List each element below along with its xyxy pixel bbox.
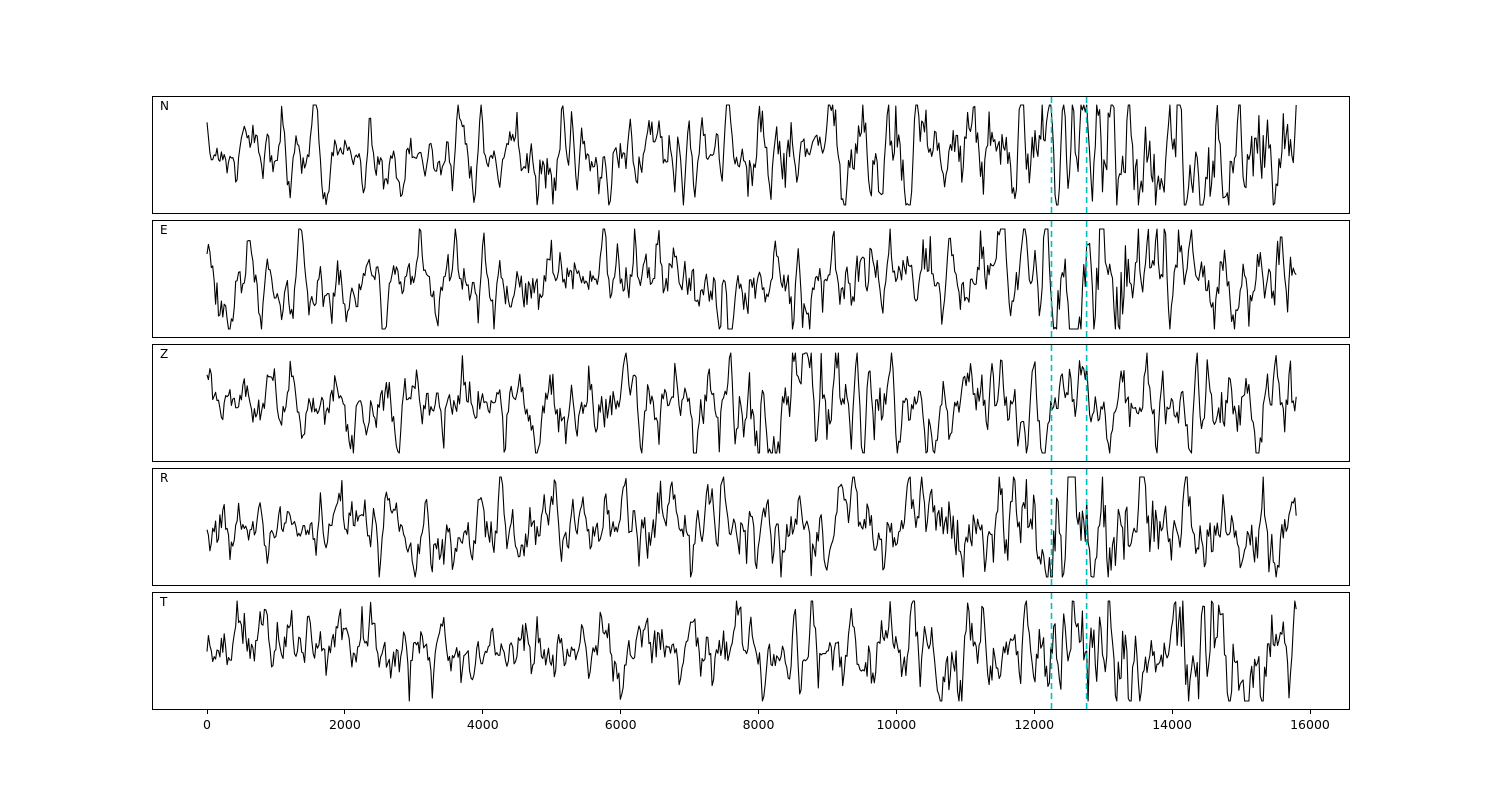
x-tick-mark — [1033, 710, 1035, 714]
trace-line-T — [206, 600, 1297, 702]
x-tick-label: 14000 — [1152, 717, 1192, 732]
x-tick-mark — [895, 710, 897, 714]
channel-label: N — [160, 99, 169, 113]
x-tick-label: 16000 — [1290, 717, 1330, 732]
x-tick-mark — [482, 710, 484, 714]
x-tick-mark — [620, 710, 622, 714]
waveform-trace — [206, 593, 1297, 709]
waveform-panel-Z: Z — [152, 344, 1350, 462]
x-tick-label: 0 — [203, 717, 211, 732]
trace-line-N — [206, 104, 1297, 206]
x-tick-label: 12000 — [1014, 717, 1055, 732]
x-tick-label: 10000 — [876, 717, 917, 732]
waveform-trace — [206, 221, 1297, 337]
x-tick-label: 6000 — [604, 717, 637, 732]
x-tick-label: 2000 — [328, 717, 361, 732]
trace-line-R — [206, 476, 1297, 578]
waveform-panel-E: E — [152, 220, 1350, 338]
x-tick-mark — [1309, 710, 1311, 714]
waveform-trace — [206, 97, 1297, 213]
x-tick-mark — [1171, 710, 1173, 714]
channel-label: E — [160, 223, 168, 237]
waveform-panel-T: T — [152, 592, 1350, 710]
x-tick-mark — [344, 710, 346, 714]
waveform-panel-N: N — [152, 96, 1350, 214]
waveform-trace — [206, 345, 1297, 461]
x-axis: 0 2000 4000 6000 8000 10000 12000 14000 16000 — [0, 710, 1500, 750]
trace-line-Z — [206, 352, 1297, 454]
trace-line-E — [206, 228, 1297, 330]
waveform-panel-R: R — [152, 468, 1350, 586]
x-tick-label: 8000 — [742, 717, 775, 732]
waveform-trace — [206, 469, 1297, 585]
channel-label: T — [160, 595, 168, 609]
channel-label: Z — [160, 347, 169, 361]
x-tick-mark — [758, 710, 759, 714]
x-tick-mark — [206, 710, 208, 714]
x-tick-label: 4000 — [466, 717, 499, 732]
channel-label: R — [160, 471, 169, 485]
